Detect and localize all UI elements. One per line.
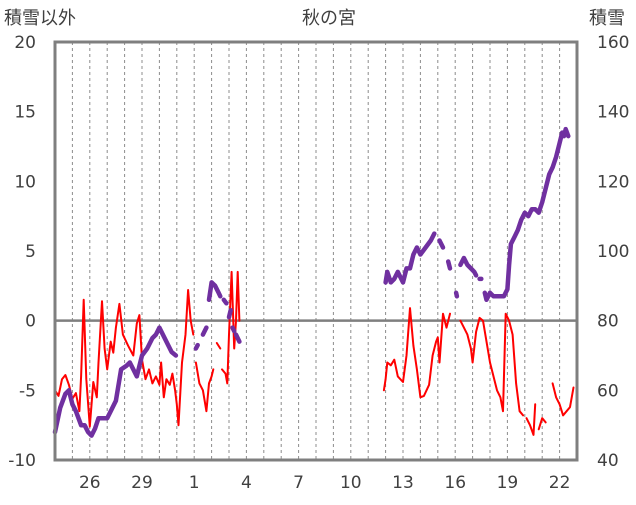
- left-tick-label: 15: [14, 103, 36, 123]
- left-tick-label: 20: [14, 33, 36, 53]
- series-line-other: [215, 342, 222, 350]
- x-tick-label: 16: [444, 473, 466, 493]
- x-tick-label: 4: [241, 473, 252, 493]
- x-tick-label: 22: [549, 473, 571, 493]
- left-axis-label: 積雪以外: [4, 8, 76, 29]
- series-line-snow: [383, 231, 437, 285]
- right-axis-ticks: 160 140 120 100 80 60 40: [597, 33, 629, 471]
- series-line-other: [221, 270, 241, 385]
- right-tick-label: 80: [597, 312, 619, 332]
- grid: [71, 42, 561, 460]
- right-tick-label: 140: [597, 103, 629, 123]
- right-tick-label: 120: [597, 172, 629, 192]
- series-line-other: [551, 382, 575, 417]
- series-layer: [52, 126, 575, 438]
- series-line-other: [537, 417, 547, 431]
- series-line-other: [382, 307, 451, 399]
- chart-title: 秋の宮: [302, 8, 356, 29]
- series-line-snow: [453, 290, 460, 299]
- right-tick-label: 40: [597, 451, 619, 471]
- x-tick-label: 29: [131, 473, 153, 493]
- right-tick-label: 60: [597, 381, 619, 401]
- x-tick-label: 10: [340, 473, 362, 493]
- series-line-snow: [437, 238, 446, 250]
- left-tick-label: -5: [19, 381, 36, 401]
- series-line-other: [525, 403, 537, 436]
- left-tick-label: -10: [8, 451, 36, 471]
- series-line-snow: [200, 325, 209, 337]
- x-tick-label: 26: [79, 473, 101, 493]
- right-tick-label: 160: [597, 33, 629, 53]
- x-tick-label: 1: [189, 473, 200, 493]
- series-line-snow: [230, 325, 237, 334]
- series-line-other: [459, 312, 525, 417]
- x-tick-label: 19: [497, 473, 519, 493]
- x-axis-ticks: 26 29 1 4 7 10 13 16 19 22: [79, 473, 570, 493]
- series-line-snow: [233, 332, 242, 344]
- series-line-snow: [445, 259, 453, 271]
- series-line-snow: [52, 325, 179, 438]
- series-line-snow: [193, 342, 200, 351]
- series-line-snow: [226, 307, 233, 320]
- series-line-snow: [458, 255, 479, 278]
- right-axis-label: 積雪: [589, 8, 625, 29]
- series-line-snow: [206, 280, 223, 303]
- plot-frame: [53, 40, 579, 462]
- series-line-snow: [482, 126, 571, 303]
- series-line-other: [54, 289, 195, 428]
- left-axis-ticks: 20 15 10 5 0 -5 -10: [8, 33, 36, 471]
- series-line-other: [194, 361, 215, 413]
- series-line-snow: [221, 297, 229, 306]
- right-tick-label: 100: [597, 242, 629, 262]
- left-tick-label: 5: [25, 242, 36, 262]
- left-tick-label: 0: [25, 312, 36, 332]
- left-tick-label: 10: [14, 172, 36, 192]
- x-tick-label: 13: [392, 473, 414, 493]
- x-tick-label: 7: [293, 473, 304, 493]
